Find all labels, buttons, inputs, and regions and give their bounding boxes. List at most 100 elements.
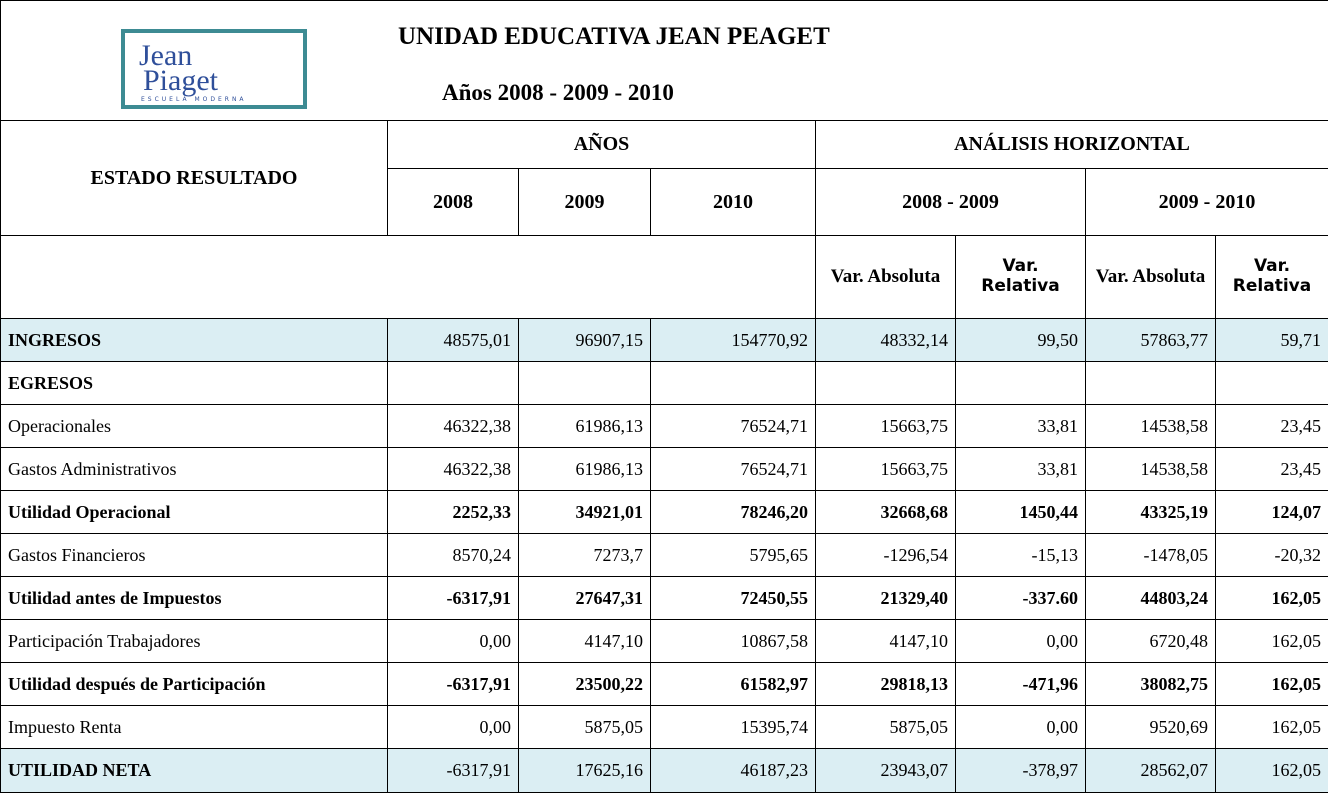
value-cell: 14538,58 — [1085, 447, 1216, 491]
logo: Jean Piaget ESCUELA MODERNA — [121, 29, 307, 109]
value-cell: 17625,16 — [518, 748, 651, 793]
value-cell: 162,05 — [1215, 748, 1328, 793]
value-cell: 15663,75 — [815, 404, 956, 448]
value-cell: 23500,22 — [518, 662, 651, 706]
row-label: Operacionales — [0, 404, 388, 448]
value-cell: 5795,65 — [650, 533, 816, 577]
var-header: Var. Absoluta — [815, 235, 956, 319]
empty-cell — [387, 361, 519, 405]
value-cell: 5875,05 — [815, 705, 956, 749]
value-cell: -15,13 — [955, 533, 1086, 577]
value-cell: 7273,7 — [518, 533, 651, 577]
value-cell: 29818,13 — [815, 662, 956, 706]
value-cell: 48575,01 — [387, 318, 519, 362]
value-cell: 46322,38 — [387, 447, 519, 491]
value-cell: 27647,31 — [518, 576, 651, 620]
row-label: UTILIDAD NETA — [0, 748, 388, 793]
row-label: Utilidad Operacional — [0, 490, 388, 534]
table-row: ESTADO RESULTADO AÑOS ANÁLISIS HORIZONTAL — [0, 120, 1328, 236]
row-label: INGRESOS — [0, 318, 388, 362]
value-cell: -1478,05 — [1085, 533, 1216, 577]
row-label: Participación Trabajadores — [0, 619, 388, 663]
row-label: EGRESOS — [0, 361, 388, 405]
value-cell: -20,32 — [1215, 533, 1328, 577]
value-cell: 15663,75 — [815, 447, 956, 491]
value-cell: 78246,20 — [650, 490, 816, 534]
value-cell: -378,97 — [955, 748, 1086, 793]
value-cell: 162,05 — [1215, 662, 1328, 706]
row-header: ESTADO RESULTADO — [0, 120, 388, 236]
value-cell: 2252,33 — [387, 490, 519, 534]
year-header: 2008 — [387, 168, 519, 236]
period-header: 2008 - 2009 — [815, 168, 1086, 236]
table-row: Utilidad antes de Impuestos -6317,91 27647… — [0, 576, 1328, 620]
value-cell: 5875,05 — [518, 705, 651, 749]
table-row: Jean Piaget ESCUELA MODERNA UNIDAD EDUCATIV… — [0, 0, 1328, 121]
table-row: Gastos Administrativos 46322,38 61986,13 76… — [0, 447, 1328, 491]
group-header: ANÁLISIS HORIZONTAL — [815, 120, 1328, 169]
row-label: Gastos Administrativos — [0, 447, 388, 491]
value-cell: 0,00 — [955, 705, 1086, 749]
var-header: Var. Absoluta — [1085, 235, 1216, 319]
header-cell: Jean Piaget ESCUELA MODERNA UNIDAD EDUCATIV… — [0, 0, 1328, 121]
logo-tagline: ESCUELA MODERNA — [141, 96, 247, 103]
value-cell: 59,71 — [1215, 318, 1328, 362]
table-row: Operacionales 46322,38 61986,13 76524,71 156… — [0, 404, 1328, 448]
value-cell: 34921,01 — [518, 490, 651, 534]
value-cell: -1296,54 — [815, 533, 956, 577]
value-cell: 4147,10 — [815, 619, 956, 663]
table-row: EGRESOS — [0, 361, 1328, 405]
value-cell: 57863,77 — [1085, 318, 1216, 362]
value-cell: 124,07 — [1215, 490, 1328, 534]
row-label: Impuesto Renta — [0, 705, 388, 749]
value-cell: 48332,14 — [815, 318, 956, 362]
value-cell: 23943,07 — [815, 748, 956, 793]
value-cell: 15395,74 — [650, 705, 816, 749]
value-cell: 44803,24 — [1085, 576, 1216, 620]
value-cell: 0,00 — [387, 619, 519, 663]
value-cell: 14538,58 — [1085, 404, 1216, 448]
value-cell: 33,81 — [955, 447, 1086, 491]
table-row: Participación Trabajadores 0,00 4147,10 108… — [0, 619, 1328, 663]
row-label: Gastos Financieros — [0, 533, 388, 577]
value-cell: 28562,07 — [1085, 748, 1216, 793]
logo-text: Jean — [139, 39, 193, 72]
year-header: 2009 — [518, 168, 651, 236]
value-cell: 0,00 — [387, 705, 519, 749]
var-header: Var. Relativa — [1215, 235, 1328, 319]
empty-cell — [0, 235, 816, 319]
table-row: Utilidad Operacional 2252,33 34921,01 78246… — [0, 490, 1328, 534]
value-cell: 6720,48 — [1085, 619, 1216, 663]
value-cell: -471,96 — [955, 662, 1086, 706]
value-cell: 46322,38 — [387, 404, 519, 448]
table-row: INGRESOS 48575,01 96907,15 154770,92 48332,1… — [0, 318, 1328, 362]
subtitle: Años 2008 - 2009 - 2010 — [442, 80, 674, 105]
empty-cell — [1085, 361, 1216, 405]
value-cell: 10867,58 — [650, 619, 816, 663]
value-cell: 96907,15 — [518, 318, 651, 362]
value-cell: 162,05 — [1215, 619, 1328, 663]
value-cell: 4147,10 — [518, 619, 651, 663]
value-cell: 46187,23 — [650, 748, 816, 793]
value-cell: 8570,24 — [387, 533, 519, 577]
table-row: Gastos Financieros 8570,24 7273,7 5795,65 -1… — [0, 533, 1328, 577]
var-header: Var. Relativa — [955, 235, 1086, 319]
value-cell: 154770,92 — [650, 318, 816, 362]
value-cell: 32668,68 — [815, 490, 956, 534]
value-cell: 9520,69 — [1085, 705, 1216, 749]
value-cell: 99,50 — [955, 318, 1086, 362]
table-row: 2008 2009 2010 2008 - 2009 2009 - 2010 — [1, 168, 1328, 236]
empty-cell — [1215, 361, 1328, 405]
row-label: Utilidad antes de Impuestos — [0, 576, 388, 620]
value-cell: 38082,75 — [1085, 662, 1216, 706]
value-cell: 76524,71 — [650, 404, 816, 448]
value-cell: 61582,97 — [650, 662, 816, 706]
value-cell: 61986,13 — [518, 404, 651, 448]
value-cell: -6317,91 — [387, 662, 519, 706]
empty-cell — [815, 361, 956, 405]
value-cell: -337.60 — [955, 576, 1086, 620]
table-row: Impuesto Renta 0,00 5875,05 15395,74 5875,05… — [0, 705, 1328, 749]
value-cell: 162,05 — [1215, 705, 1328, 749]
header: Jean Piaget ESCUELA MODERNA UNIDAD EDUCATIV… — [2, 2, 1328, 120]
